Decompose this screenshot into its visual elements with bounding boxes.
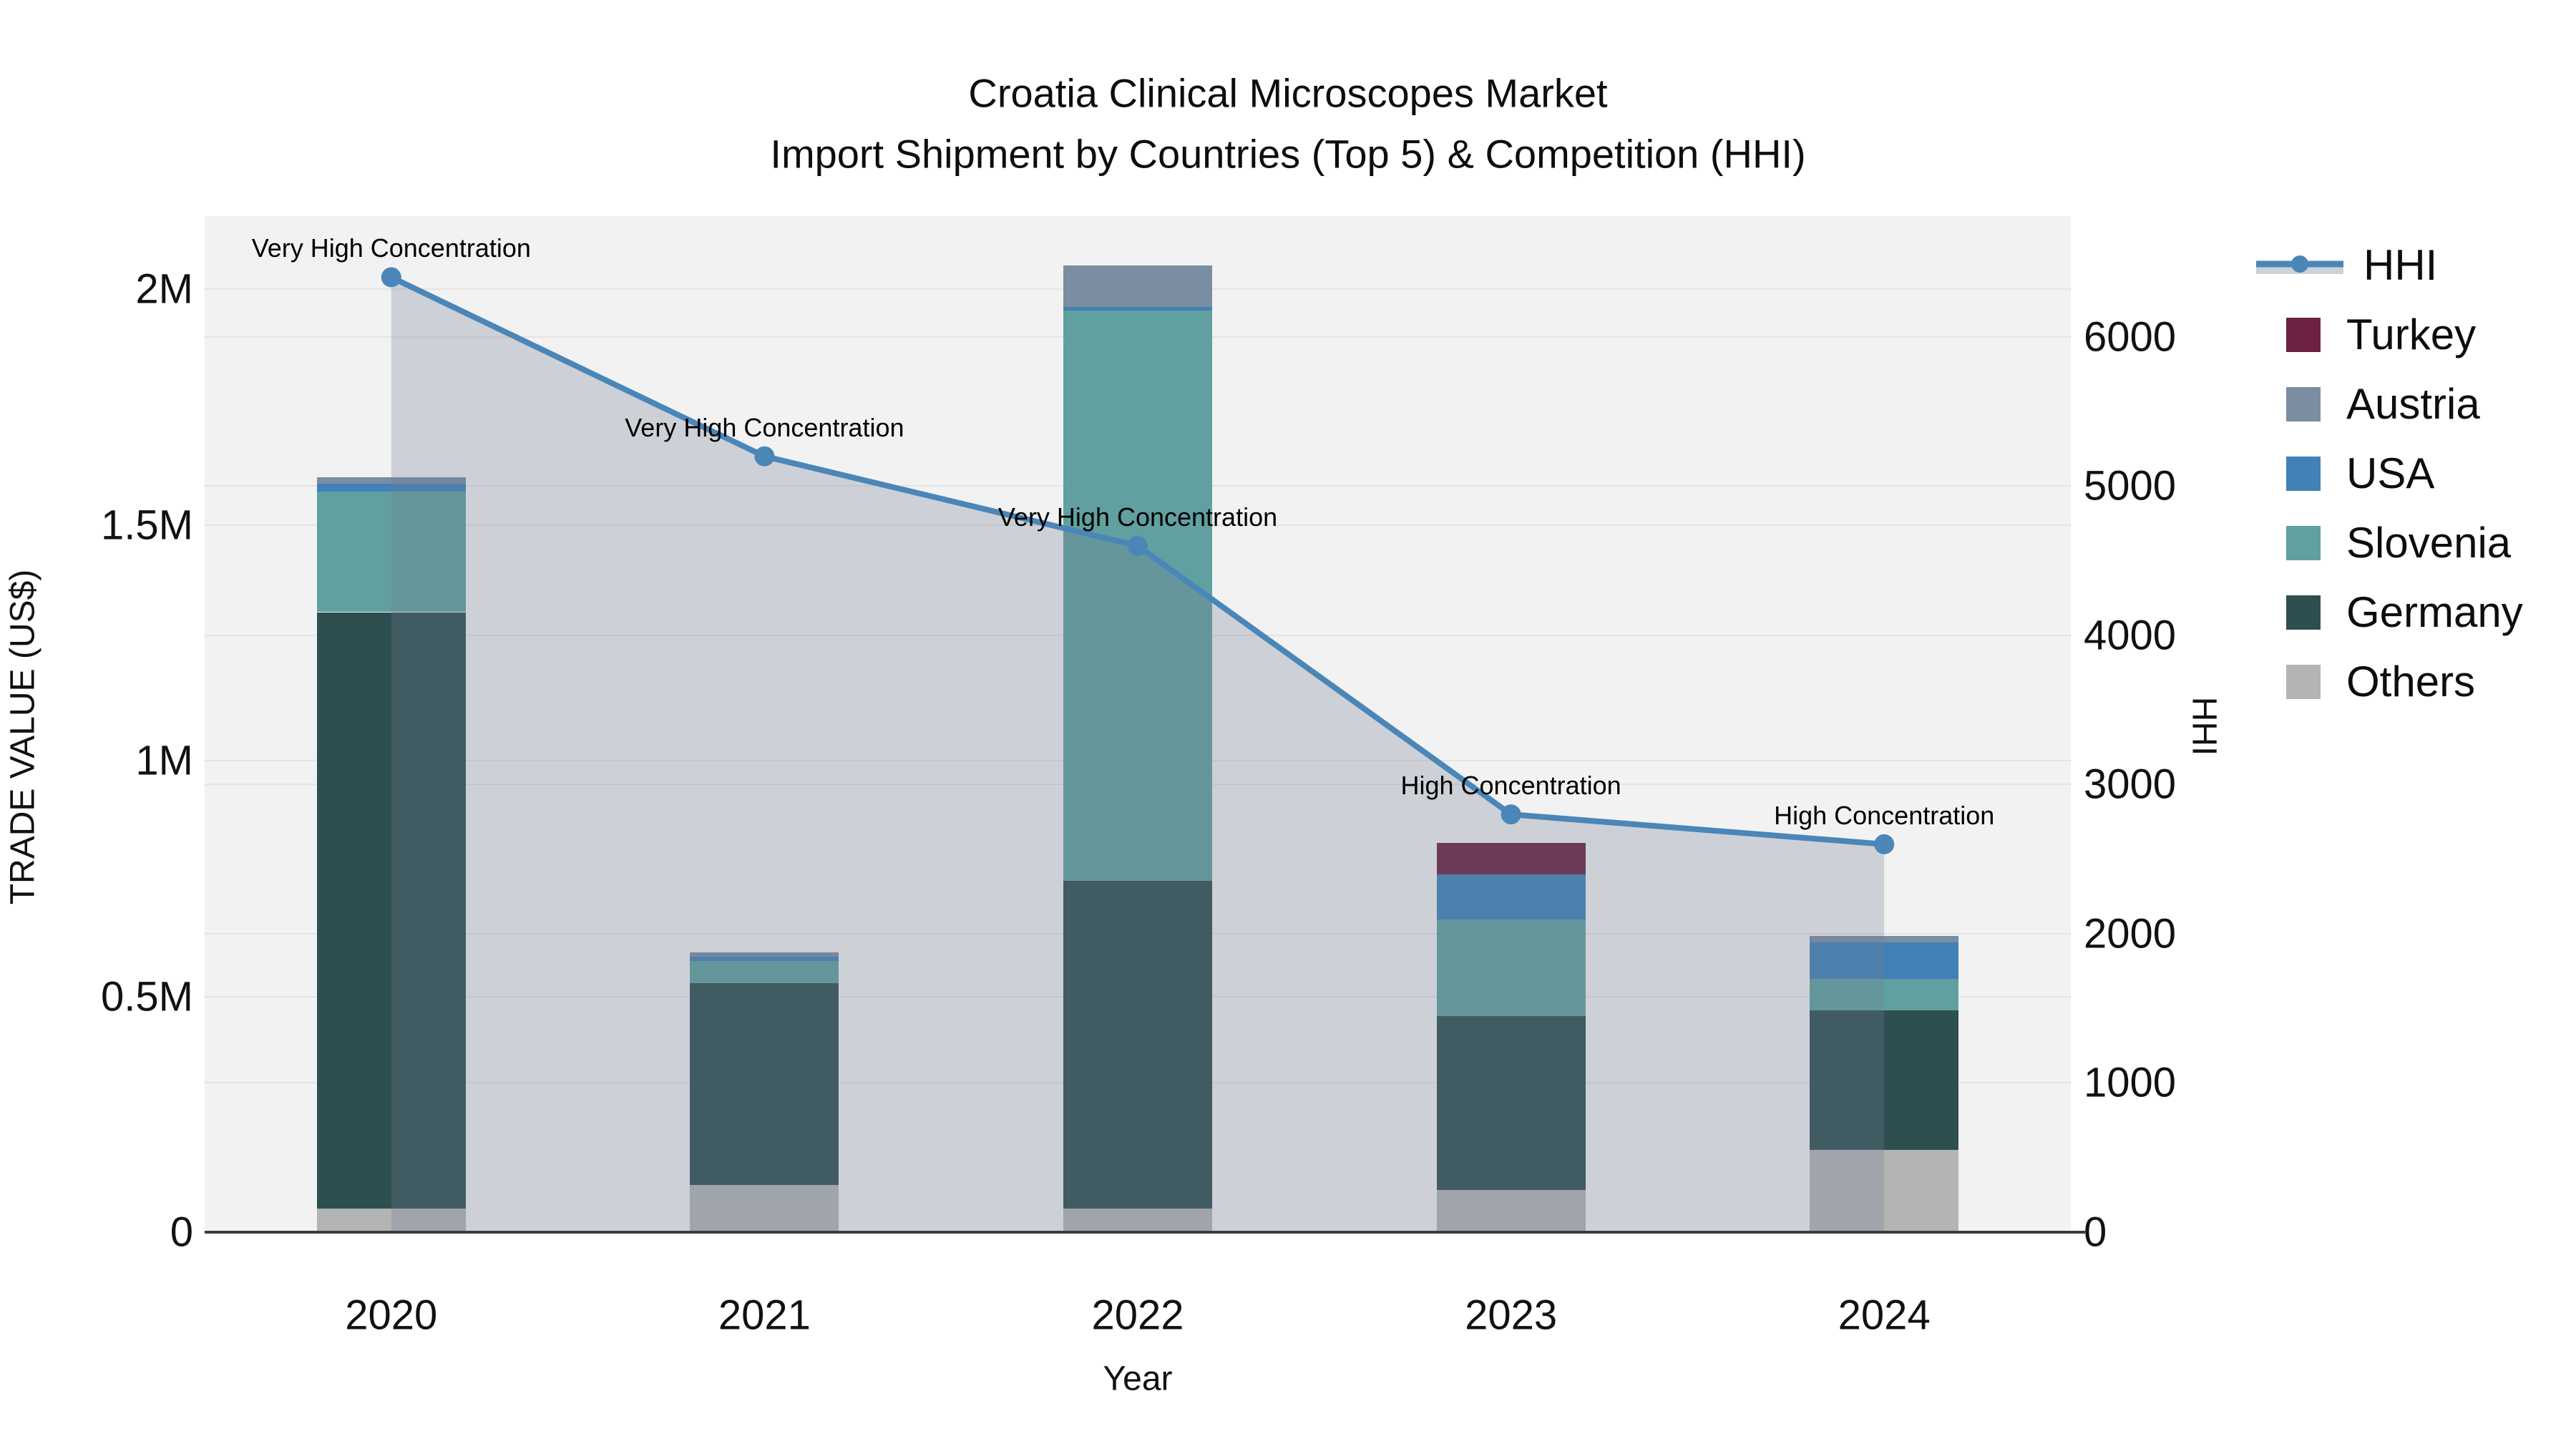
legend-label: Slovenia [2346,519,2512,567]
bar-segment-slovenia [1810,979,1959,1010]
y-right-tick-label: 0 [2084,1209,2107,1256]
x-axis-line [205,1231,2085,1234]
bar-segment-slovenia [1436,919,1586,1016]
x-tick-label: 2023 [1465,1292,1558,1339]
y-right-tick-label: 3000 [2084,761,2177,808]
legend-item-slovenia[interactable]: Slovenia [2286,508,2523,577]
bar-segment-turkey [1436,843,1586,874]
hhi-legend-glyph [2256,255,2343,274]
annotation: Very High Concentration [251,233,531,263]
bar-segment-germany [1063,881,1212,1209]
x-tick-label: 2024 [1838,1292,1931,1339]
y-right-tick-label: 4000 [2084,612,2177,659]
legend-swatch [2286,317,2321,352]
bar-segment-usa [1810,942,1959,980]
legend-label: Austria [2346,380,2480,428]
hhi-overlay [381,267,1895,1232]
y-right-tick-label: 1000 [2084,1059,2177,1106]
y-right-tick-label: 5000 [2084,462,2177,509]
x-tick-label: 2020 [345,1292,438,1339]
legend: HHI Turkey Austria USA Slovenia Germany Others [2256,230,2523,716]
y-left-tick-label: 2M [135,265,193,313]
y-left-tick-label: 0.5M [101,973,193,1020]
y-left-tick-label: 0 [170,1209,193,1256]
legend-item-germany[interactable]: Germany [2286,577,2523,647]
hhi-marker [1501,804,1521,825]
y-left-tick-label: 1.5M [101,502,193,549]
y-left-tick-label: 1M [135,737,193,784]
x-tick-label: 2022 [1091,1292,1184,1339]
legend-label: HHI [2363,241,2438,289]
x-axis-title: Year [1103,1360,1173,1398]
legend-swatch [2286,664,2321,699]
bar-segment-usa [690,956,839,962]
legend-item-austria[interactable]: Austria [2286,369,2523,439]
bar-segment-others [1436,1190,1586,1232]
annotation: High Concentration [1400,771,1621,801]
bar-segment-germany [1810,1010,1959,1151]
legend-item-hhi[interactable]: HHI [2256,230,2523,300]
bar-segment-slovenia [316,492,466,613]
chart-title-line1: Croatia Clinical Microscopes Market [968,70,1608,116]
legend-label: Others [2346,658,2476,706]
bar-segment-usa [1436,874,1586,920]
bar-segment-slovenia [690,961,839,984]
legend-item-usa[interactable]: USA [2286,439,2523,508]
plot-area [205,216,2071,1232]
y-right-tick-label: 6000 [2084,313,2177,361]
bar-segment-usa [1063,306,1212,311]
hhi-marker [1128,535,1148,556]
y-left-axis-title: TRADE VALUE (US$) [4,569,42,905]
legend-swatch [2286,386,2321,421]
x-tick-label: 2021 [718,1292,811,1339]
annotation: High Concentration [1774,800,1995,830]
legend-label: USA [2346,449,2435,497]
bar-segment-austria [690,952,839,957]
bar-segment-others [1063,1209,1212,1232]
bar-segment-germany [690,983,839,1186]
legend-label: Germany [2346,588,2523,636]
legend-label: Turkey [2346,311,2477,358]
chart-title-line2: Import Shipment by Countries (Top 5) & C… [770,131,1806,177]
bar-segment-germany [316,612,466,1209]
bar-segment-germany [1436,1015,1586,1191]
bar-segment-usa [316,484,466,492]
hhi-marker [754,446,775,467]
legend-swatch [2286,525,2321,560]
hhi-marker [1874,834,1895,854]
bar-segment-austria [316,477,466,484]
legend-swatch [2286,595,2321,630]
bar-segment-slovenia [1063,311,1212,882]
y-right-axis-title: HHI [2185,696,2223,756]
bar-segment-others [690,1185,839,1232]
hhi-area [391,277,1885,1232]
legend-item-turkey[interactable]: Turkey [2286,300,2523,369]
annotation: Very High Concentration [997,502,1278,532]
y-right-tick-label: 2000 [2084,910,2177,957]
legend-item-others[interactable]: Others [2286,647,2523,716]
bar-segment-austria [1063,265,1212,307]
legend-swatch [2286,456,2321,491]
bar-segment-austria [1810,936,1959,942]
bar-segment-others [316,1209,466,1232]
bar-segment-others [1810,1150,1959,1232]
hhi-marker [381,267,401,288]
annotation: Very High Concentration [625,412,904,442]
